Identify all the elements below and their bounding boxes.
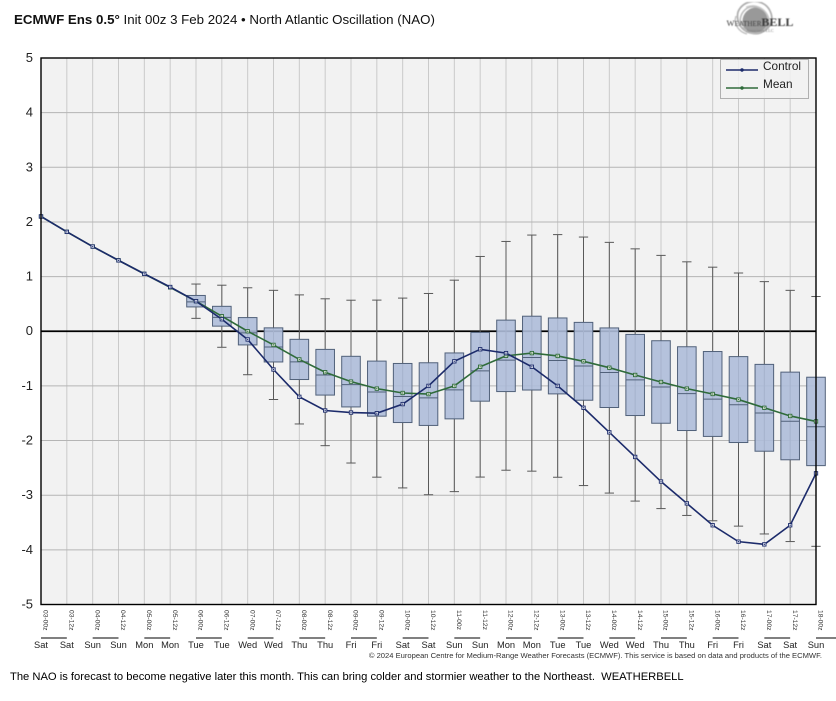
svg-text:14-00z: 14-00z: [610, 610, 617, 631]
svg-text:Mon: Mon: [523, 640, 541, 650]
svg-text:15-12z: 15-12z: [687, 610, 694, 631]
svg-text:Sat: Sat: [422, 640, 436, 650]
svg-text:16-00z: 16-00z: [713, 610, 720, 631]
svg-text:16-12z: 16-12z: [739, 610, 746, 631]
svg-text:Tue: Tue: [576, 640, 592, 650]
svg-text:10-12z: 10-12z: [429, 610, 436, 631]
svg-text:Associates LLC: Associates LLC: [746, 28, 774, 33]
svg-text:Sun: Sun: [84, 640, 101, 650]
svg-text:0: 0: [26, 323, 33, 338]
svg-text:Sun: Sun: [446, 640, 463, 650]
svg-text:03-00z: 03-00z: [42, 610, 49, 631]
svg-text:Mon: Mon: [135, 640, 153, 650]
svg-text:Fri: Fri: [346, 640, 357, 650]
svg-text:Sun: Sun: [808, 640, 825, 650]
svg-text:3: 3: [26, 159, 33, 174]
svg-text:5: 5: [26, 50, 33, 65]
svg-text:Mon: Mon: [161, 640, 179, 650]
svg-text:05-12z: 05-12z: [171, 610, 178, 631]
svg-text:Thu: Thu: [653, 640, 669, 650]
svg-text:04-00z: 04-00z: [93, 610, 100, 631]
svg-text:Sat: Sat: [34, 640, 48, 650]
svg-text:10-00z: 10-00z: [403, 610, 410, 631]
svg-text:Sun: Sun: [110, 640, 127, 650]
svg-text:12-12z: 12-12z: [532, 610, 539, 631]
svg-text:Fri: Fri: [707, 640, 718, 650]
svg-text:1: 1: [26, 269, 33, 284]
svg-text:06-00z: 06-00z: [197, 610, 204, 631]
svg-text:2: 2: [26, 214, 33, 229]
svg-text:06-12z: 06-12z: [222, 610, 229, 631]
svg-text:Tue: Tue: [188, 640, 204, 650]
svg-text:Wed: Wed: [264, 640, 283, 650]
svg-text:Fri: Fri: [733, 640, 744, 650]
svg-text:Wed: Wed: [626, 640, 645, 650]
svg-text:Sat: Sat: [396, 640, 410, 650]
svg-text:Wed: Wed: [600, 640, 619, 650]
svg-text:Mon: Mon: [497, 640, 515, 650]
svg-text:08-00z: 08-00z: [300, 610, 307, 631]
svg-text:13-00z: 13-00z: [558, 610, 565, 631]
svg-text:03-12z: 03-12z: [67, 610, 74, 631]
svg-text:-5: -5: [21, 597, 33, 612]
svg-text:11-12z: 11-12z: [481, 610, 488, 631]
svg-text:07-00z: 07-00z: [248, 610, 255, 631]
svg-text:Thu: Thu: [291, 640, 307, 650]
svg-text:09-00z: 09-00z: [352, 610, 359, 631]
svg-text:18-00z: 18-00z: [817, 610, 824, 631]
svg-text:4: 4: [26, 105, 33, 120]
svg-text:17-00z: 17-00z: [765, 610, 772, 631]
svg-text:04-12z: 04-12z: [119, 610, 126, 631]
svg-text:13-12z: 13-12z: [584, 610, 591, 631]
svg-text:-2: -2: [21, 433, 33, 448]
svg-text:-1: -1: [21, 378, 33, 393]
svg-text:14-12z: 14-12z: [636, 610, 643, 631]
svg-text:11-00z: 11-00z: [455, 610, 462, 631]
svg-text:09-12z: 09-12z: [377, 610, 384, 631]
svg-text:12-00z: 12-00z: [507, 610, 514, 631]
svg-text:Tue: Tue: [214, 640, 230, 650]
svg-text:Thu: Thu: [679, 640, 695, 650]
svg-text:Wed: Wed: [238, 640, 257, 650]
svg-text:05-00z: 05-00z: [145, 610, 152, 631]
svg-text:08-12z: 08-12z: [326, 610, 333, 631]
svg-text:Sat: Sat: [60, 640, 74, 650]
svg-text:Sat: Sat: [783, 640, 797, 650]
svg-text:Tue: Tue: [550, 640, 566, 650]
svg-text:-3: -3: [21, 487, 33, 502]
svg-text:Sat: Sat: [757, 640, 771, 650]
svg-text:Sun: Sun: [472, 640, 489, 650]
svg-text:-4: -4: [21, 542, 33, 557]
svg-text:17-12z: 17-12z: [791, 610, 798, 631]
svg-text:Fri: Fri: [371, 640, 382, 650]
svg-text:07-12z: 07-12z: [274, 610, 281, 631]
svg-text:Thu: Thu: [317, 640, 333, 650]
svg-text:15-00z: 15-00z: [662, 610, 669, 631]
